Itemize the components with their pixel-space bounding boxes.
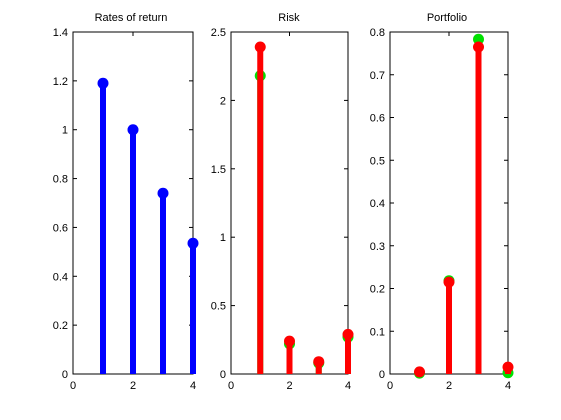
panel-rates-of-return: Rates of return 0 2 4 0 0.2 0.4 0.6 0.8 1 1.2 1.4 (53, 12, 199, 392)
y-tick-label: 0.5 (370, 155, 385, 167)
y-tick-label: 0 (62, 369, 68, 381)
y-tick-label: 0.2 (370, 284, 385, 296)
y-tick-label: 0.3 (370, 241, 385, 253)
stem-marker (473, 33, 484, 45)
y-tick-label: 1.5 (211, 164, 226, 176)
panel-risk: Risk 0 2 4 0 0.5 1 1.5 2 2.5 (211, 12, 354, 392)
y-tick-label: 0.8 (53, 174, 68, 186)
x-tick-label: 2 (130, 380, 136, 392)
y-tick-label: 1.4 (53, 27, 68, 39)
stem-marker (127, 124, 139, 136)
stem-marker (502, 361, 514, 373)
x-tick-label: 0 (387, 380, 393, 392)
stem-marker (97, 77, 109, 89)
stem-marker (443, 276, 455, 288)
x-tick-label: 2 (446, 380, 452, 392)
y-tick-label: 1.2 (53, 76, 68, 88)
plot-area: 0 2 4 0 0.1 0.2 0.3 0.4 0.5 0.6 0.7 0.8 (370, 27, 514, 392)
x-tick-label: 0 (70, 380, 76, 392)
y-tick-label: 0.1 (370, 326, 385, 338)
y-tick-label: 1 (220, 232, 226, 244)
y-tick-label: 0.6 (370, 113, 385, 125)
panel-title: Rates of return (95, 12, 168, 24)
panel-portfolio: Portfolio 0 2 4 0 0.1 0.2 0.3 0.4 0.5 0.6 0.7 0.8 (370, 12, 514, 392)
x-tick-label: 4 (505, 380, 511, 392)
y-tick-label: 0.7 (370, 70, 385, 82)
x-tick-label: 0 (228, 380, 234, 392)
y-tick-label: 0.6 (53, 222, 68, 234)
stem-marker (473, 41, 484, 53)
plot-area: 0 2 4 0 0.2 0.4 0.6 0.8 1 1.2 1.4 (53, 27, 199, 392)
y-tick-label: 0 (220, 369, 226, 381)
y-tick-label: 0.2 (53, 320, 68, 332)
y-tick-label: 0.5 (211, 301, 226, 313)
y-tick-label: 2.5 (211, 27, 226, 39)
stem-marker (187, 237, 199, 249)
x-tick-label: 4 (345, 380, 351, 392)
plot-area: 0 2 4 0 0.5 1 1.5 2 2.5 (211, 27, 354, 392)
panel-title: Portfolio (427, 12, 467, 24)
stem-marker (254, 41, 266, 53)
panel-title: Risk (278, 12, 300, 24)
y-tick-label: 1 (62, 125, 68, 137)
y-tick-label: 0.4 (53, 271, 68, 283)
stem-marker (414, 366, 425, 378)
stem-marker (342, 328, 354, 340)
stem-marker (313, 356, 325, 368)
y-tick-label: 2 (220, 95, 226, 107)
stem-marker (157, 187, 169, 199)
y-tick-label: 0.8 (370, 27, 385, 39)
y-tick-label: 0.4 (370, 198, 385, 210)
stem-marker (284, 335, 295, 347)
y-tick-label: 0 (379, 369, 385, 381)
x-tick-label: 2 (286, 380, 292, 392)
x-tick-label: 4 (190, 380, 196, 392)
